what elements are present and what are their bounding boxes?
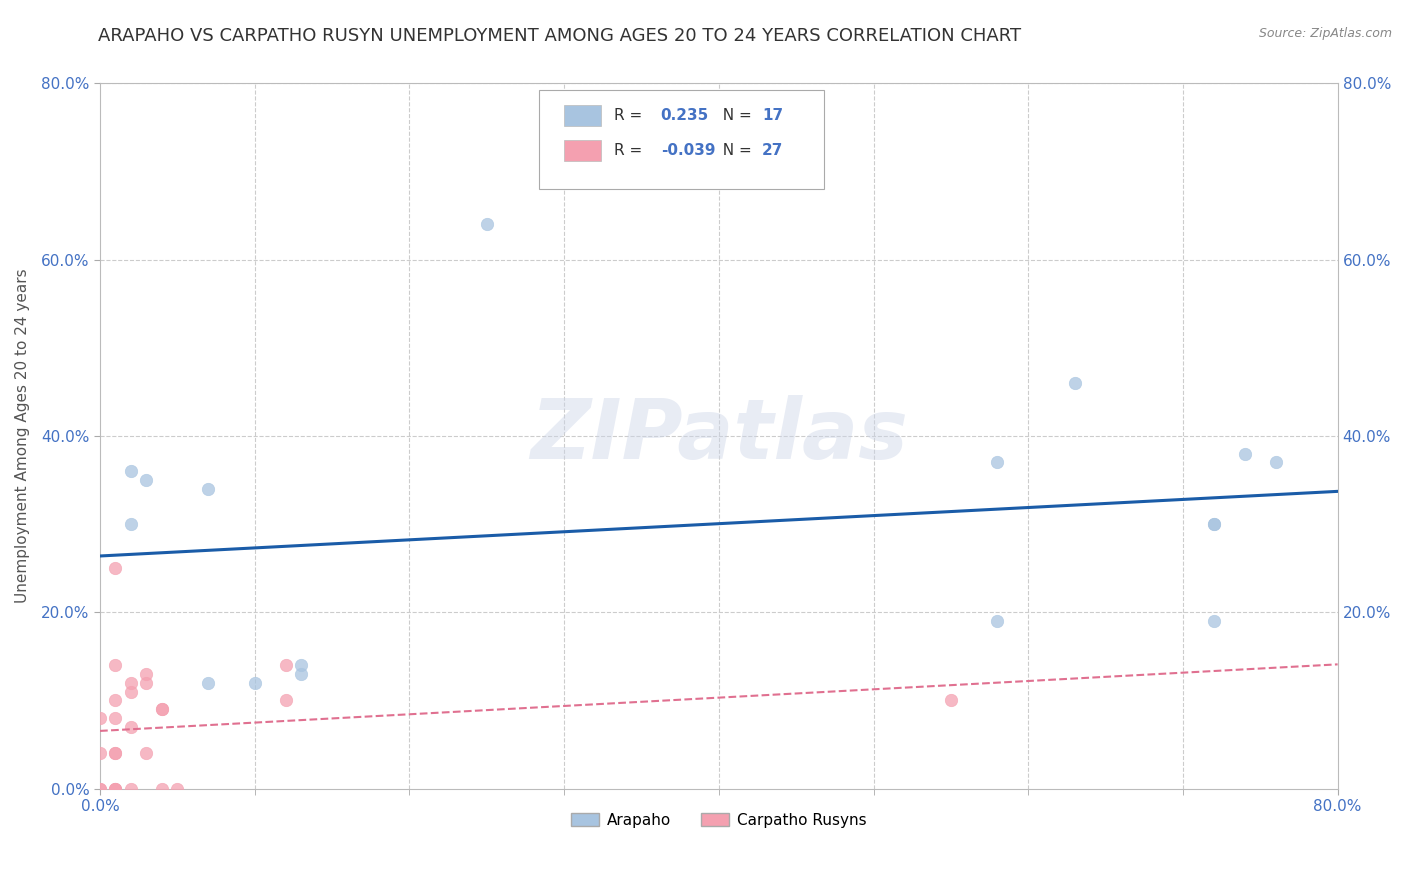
Point bbox=[475, 218, 498, 232]
FancyBboxPatch shape bbox=[540, 90, 824, 189]
FancyBboxPatch shape bbox=[564, 104, 602, 126]
Point bbox=[135, 473, 157, 487]
FancyBboxPatch shape bbox=[564, 140, 602, 161]
Point bbox=[1233, 447, 1256, 461]
Legend: Arapaho, Carpatho Rusyns: Arapaho, Carpatho Rusyns bbox=[565, 806, 872, 834]
Point bbox=[104, 561, 127, 575]
Point bbox=[120, 517, 142, 532]
Point bbox=[135, 667, 157, 681]
Point bbox=[197, 675, 219, 690]
Point bbox=[274, 658, 297, 673]
Point bbox=[104, 781, 127, 796]
Point bbox=[135, 675, 157, 690]
Text: R =: R = bbox=[613, 108, 647, 123]
Point bbox=[197, 482, 219, 496]
Text: -0.039: -0.039 bbox=[661, 143, 716, 158]
Text: 17: 17 bbox=[762, 108, 783, 123]
Text: N =: N = bbox=[713, 108, 756, 123]
Point bbox=[243, 675, 266, 690]
Point bbox=[290, 667, 312, 681]
Point bbox=[89, 781, 111, 796]
Point bbox=[1202, 517, 1225, 532]
Point bbox=[104, 746, 127, 760]
Text: ARAPAHO VS CARPATHO RUSYN UNEMPLOYMENT AMONG AGES 20 TO 24 YEARS CORRELATION CHA: ARAPAHO VS CARPATHO RUSYN UNEMPLOYMENT A… bbox=[98, 27, 1022, 45]
Text: ZIPatlas: ZIPatlas bbox=[530, 395, 908, 476]
Point bbox=[135, 746, 157, 760]
Point bbox=[166, 781, 188, 796]
Point bbox=[150, 702, 173, 716]
Point bbox=[120, 684, 142, 698]
Point bbox=[120, 464, 142, 478]
Point bbox=[104, 781, 127, 796]
Point bbox=[120, 720, 142, 734]
Y-axis label: Unemployment Among Ages 20 to 24 years: Unemployment Among Ages 20 to 24 years bbox=[15, 268, 30, 603]
Text: 27: 27 bbox=[762, 143, 783, 158]
Point bbox=[104, 693, 127, 707]
Point bbox=[104, 711, 127, 725]
Point bbox=[150, 781, 173, 796]
Text: R =: R = bbox=[613, 143, 647, 158]
Point bbox=[89, 746, 111, 760]
Point bbox=[89, 781, 111, 796]
Point bbox=[120, 781, 142, 796]
Text: Source: ZipAtlas.com: Source: ZipAtlas.com bbox=[1258, 27, 1392, 40]
Point bbox=[290, 658, 312, 673]
Point bbox=[939, 693, 962, 707]
Point bbox=[274, 693, 297, 707]
Point bbox=[1063, 376, 1085, 390]
Point bbox=[150, 702, 173, 716]
Point bbox=[1202, 517, 1225, 532]
Point bbox=[1202, 614, 1225, 628]
Point bbox=[89, 711, 111, 725]
Point bbox=[120, 675, 142, 690]
Point bbox=[986, 614, 1008, 628]
Point bbox=[104, 746, 127, 760]
Point bbox=[986, 455, 1008, 469]
Point bbox=[104, 781, 127, 796]
Point bbox=[1264, 455, 1286, 469]
Point bbox=[104, 658, 127, 673]
Text: N =: N = bbox=[713, 143, 756, 158]
Text: 0.235: 0.235 bbox=[661, 108, 709, 123]
